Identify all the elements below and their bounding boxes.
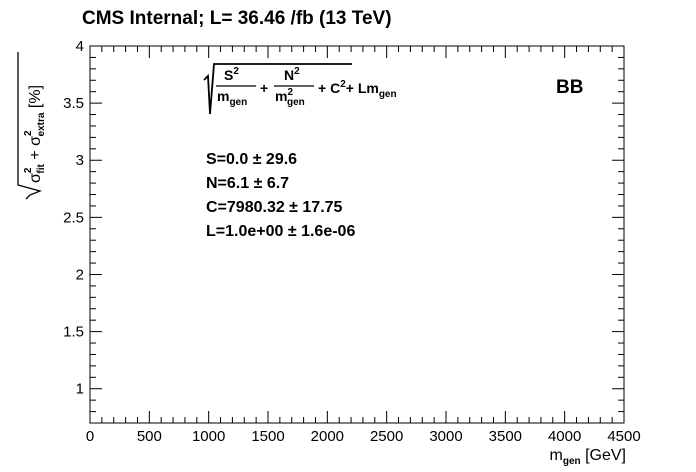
x-tick-label: 4500 <box>607 428 640 445</box>
fit-param-c: C=7980.32 ± 17.75 <box>206 199 343 216</box>
y-axis-label: σ2 fit + σ2 extra [%] <box>17 52 47 200</box>
y-tick-label: 2.5 <box>63 209 84 226</box>
x-tick-label: 3500 <box>489 428 522 445</box>
y-axis-radical-icon <box>17 52 43 200</box>
x-axis-label: mgen [GeV] <box>550 447 626 467</box>
x-tick-label: 500 <box>137 428 162 445</box>
y-axis-ticks <box>90 45 624 424</box>
x-tick-label: 1000 <box>192 428 225 445</box>
fit-param-s: S=0.0 ± 29.6 <box>206 151 297 168</box>
plot-frame <box>89 45 625 424</box>
y-tick-label: 3.5 <box>63 95 84 112</box>
x-tick-label: 3000 <box>429 428 462 445</box>
y-tick-label: 2 <box>76 266 84 283</box>
fit-formula: S2 mgen + N2 m2 gen + C2+ Lmgen <box>203 63 397 115</box>
formula-s-numerator: S2 <box>224 66 239 83</box>
fit-param-n: N=6.1 ± 6.7 <box>206 175 289 192</box>
y-axis-tick-labels: 1 1.5 2 2.5 3 3.5 4 <box>63 38 84 398</box>
y-tick-label: 1.5 <box>63 324 84 341</box>
x-axis-ticks <box>89 46 625 423</box>
fit-parameters: S=0.0 ± 29.6 N=6.1 ± 6.7 C=7980.32 ± 17.… <box>206 151 355 240</box>
x-tick-label: 0 <box>86 428 94 445</box>
y-tick-label: 4 <box>76 38 84 55</box>
formula-n-numerator: N2 <box>284 66 300 83</box>
chart-title: CMS Internal; L= 36.46 /fb (13 TeV) <box>82 8 392 29</box>
x-tick-label: 2500 <box>370 428 403 445</box>
x-tick-label: 4000 <box>548 428 581 445</box>
x-axis-tick-labels: 0 500 1000 1500 2000 2500 3000 3500 4000 4500 <box>86 428 641 445</box>
region-label: BB <box>556 77 583 98</box>
x-tick-label: 2000 <box>311 428 344 445</box>
formula-plus-1: + <box>260 80 268 96</box>
formula-rest: + C2+ Lmgen <box>318 79 397 100</box>
formula-s-denominator: mgen <box>217 88 247 108</box>
formula-radical-icon <box>203 63 352 115</box>
fit-param-l: L=1.0e+00 ± 1.6e-06 <box>206 223 355 240</box>
y-tick-label: 1 <box>76 381 84 398</box>
y-tick-label: 3 <box>76 152 84 169</box>
x-tick-label: 1500 <box>251 428 284 445</box>
formula-n-denominator: m2 gen <box>275 87 305 108</box>
